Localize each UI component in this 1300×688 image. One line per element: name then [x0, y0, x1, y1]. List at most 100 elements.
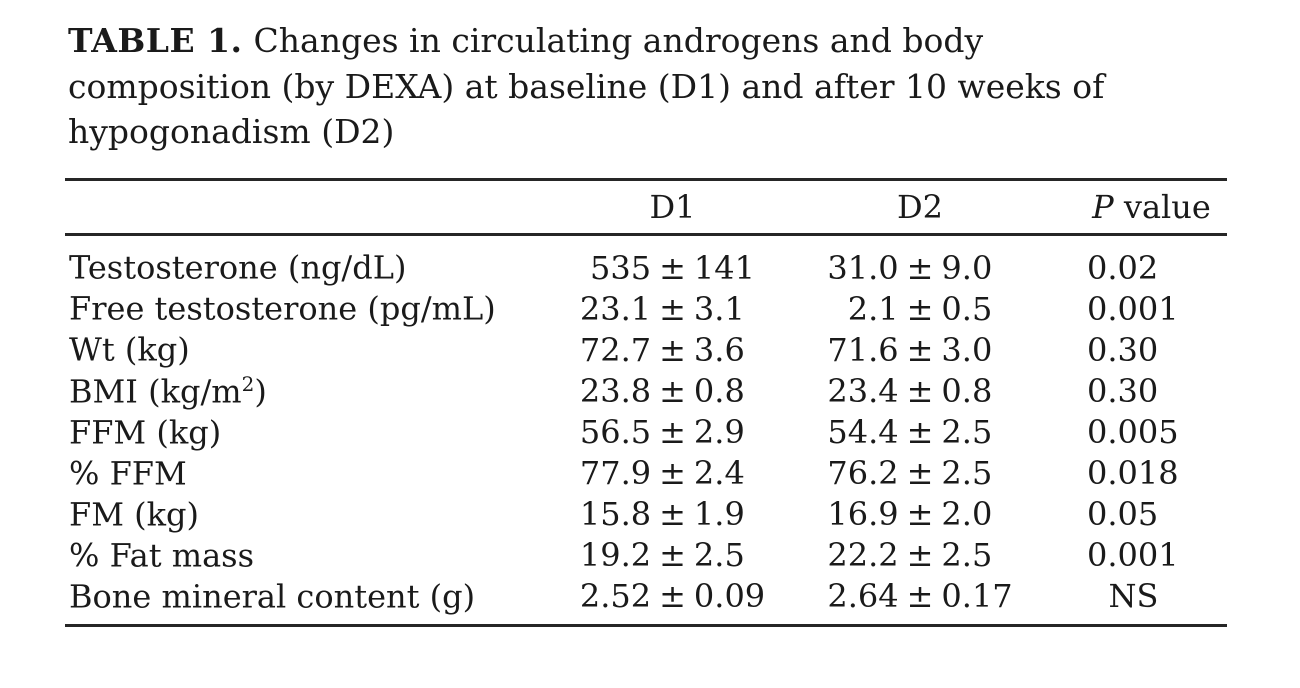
- d1-value: 19.2 ± 2.5: [545, 536, 800, 574]
- p-value: 0.05: [1087, 495, 1159, 534]
- d1-value: 2.52 ± 0.09: [545, 577, 800, 615]
- plus-minus-symbol: ±: [906, 371, 934, 410]
- d2-sd: 0.8: [941, 371, 993, 410]
- row-label: Testosterone (ng/dL): [69, 248, 407, 287]
- table-row: Free testosterone (pg/mL) 23.1 ± 3.1 2.1…: [65, 288, 1227, 329]
- p-value: 0.001: [1087, 289, 1179, 328]
- row-label: FFM (kg): [69, 413, 222, 452]
- row-label: FM (kg): [69, 495, 199, 534]
- column-header-d1: D1: [649, 188, 696, 226]
- d2-sd: 3.0: [941, 330, 993, 369]
- plus-minus-symbol: ±: [906, 248, 934, 287]
- row-label: Free testosterone (pg/mL): [69, 289, 496, 328]
- plus-minus-symbol: ±: [659, 371, 686, 410]
- table-header-row: D1 D2 P value: [65, 181, 1227, 236]
- d1-mean: 23.8: [579, 371, 652, 410]
- caption-text-1: Changes in circulating androgens and bod…: [253, 21, 984, 60]
- plus-minus-symbol: ±: [906, 495, 934, 534]
- d1-value: 72.7 ± 3.6: [545, 331, 800, 369]
- d2-mean: 71.6: [827, 330, 899, 369]
- plus-minus-symbol: ±: [906, 454, 934, 493]
- d2-sd: 2.5: [941, 536, 993, 575]
- p-value-cell: 0.018: [1040, 454, 1227, 492]
- d1-sd: 0.09: [693, 577, 766, 616]
- p-value: 0.001: [1087, 536, 1179, 575]
- d2-value: 71.6 ± 3.0: [800, 331, 1040, 369]
- plus-minus-symbol: ±: [659, 248, 686, 287]
- d2-sd: 2.5: [941, 454, 993, 493]
- table-caption: TABLE 1. Changes in circulating androgens…: [68, 18, 1248, 155]
- d1-sd: 2.9: [693, 412, 745, 451]
- table-row: Bone mineral content (g) 2.52 ± 0.09 2.6…: [65, 576, 1227, 617]
- d2-sd: 0.17: [941, 577, 1013, 616]
- caption-label: TABLE 1.: [68, 21, 243, 60]
- caption-line-2: composition (by DEXA) at baseline (D1) a…: [68, 66, 1105, 106]
- caption-line-3: hypogonadism (D2): [68, 112, 395, 151]
- row-label: Bone mineral content (g): [69, 577, 476, 616]
- plus-minus-symbol: ±: [906, 289, 934, 328]
- d2-sd: 0.5: [941, 289, 993, 328]
- plus-minus-symbol: ±: [659, 454, 686, 493]
- row-label-superscript: 2: [241, 371, 255, 396]
- d1-sd: 2.4: [693, 454, 745, 493]
- plus-minus-symbol: ±: [659, 330, 686, 369]
- d1-sd: 1.9: [693, 495, 745, 534]
- p-value-cell: 0.005: [1040, 413, 1227, 451]
- d1-value: 23.8 ± 0.8: [545, 372, 800, 410]
- table-row: Wt (kg) 72.7 ± 3.6 71.6 ± 3.0 0.30: [65, 329, 1227, 370]
- d2-mean: 2.64: [827, 577, 899, 616]
- data-table: D1 D2 P value Testosterone (ng/dL) 535 ±…: [65, 178, 1227, 627]
- d2-mean: 2.1: [847, 289, 899, 328]
- d2-mean: 54.4: [827, 412, 899, 451]
- row-label: % FFM: [69, 454, 187, 493]
- d2-sd: 2.0: [941, 495, 993, 534]
- p-value-cell: 0.30: [1040, 372, 1227, 410]
- plus-minus-symbol: ±: [906, 330, 934, 369]
- d1-value: 535 ± 141: [545, 249, 800, 287]
- p-value: NS: [1108, 577, 1159, 616]
- pvalue-rest: value: [1113, 188, 1211, 226]
- p-value-cell: 0.001: [1040, 536, 1227, 574]
- plus-minus-symbol: ±: [906, 536, 934, 575]
- d2-value: 54.4 ± 2.5: [800, 413, 1040, 451]
- d2-sd: 9.0: [941, 248, 993, 287]
- p-value: 0.005: [1087, 412, 1179, 451]
- table-row: % FFM 77.9 ± 2.4 76.2 ± 2.5 0.018: [65, 452, 1227, 493]
- d2-value: 23.4 ± 0.8: [800, 372, 1040, 410]
- row-label: BMI (kg/m2): [69, 371, 267, 411]
- d1-value: 23.1 ± 3.1: [545, 290, 800, 328]
- table-body: Testosterone (ng/dL) 535 ± 141 31.0 ± 9.…: [65, 236, 1227, 624]
- plus-minus-symbol: ±: [659, 536, 686, 575]
- d1-mean: 77.9: [579, 454, 652, 493]
- d2-mean: 22.2: [827, 536, 899, 575]
- d1-mean: 2.52: [579, 577, 652, 616]
- d1-value: 56.5 ± 2.9: [545, 413, 800, 451]
- p-value-cell: 0.001: [1040, 290, 1227, 328]
- plus-minus-symbol: ±: [659, 412, 686, 451]
- p-value: 0.30: [1087, 330, 1159, 369]
- d2-value: 22.2 ± 2.5: [800, 536, 1040, 574]
- p-value: 0.02: [1087, 248, 1159, 287]
- d2-value: 2.1 ± 0.5: [800, 290, 1040, 328]
- table-row: Testosterone (ng/dL) 535 ± 141 31.0 ± 9.…: [65, 247, 1227, 288]
- d2-mean: 76.2: [827, 454, 899, 493]
- d2-value: 16.9 ± 2.0: [800, 495, 1040, 533]
- caption-line-1: TABLE 1. Changes in circulating androgens…: [68, 18, 1248, 64]
- p-value-cell: 0.05: [1040, 495, 1227, 533]
- d2-sd: 2.5: [941, 412, 993, 451]
- d1-sd: 3.6: [693, 330, 745, 369]
- column-header-d2: D2: [896, 188, 943, 226]
- row-label: Wt (kg): [69, 331, 190, 370]
- column-header-pvalue: P value: [1058, 188, 1245, 226]
- d1-sd: 3.1: [693, 289, 745, 328]
- d2-value: 76.2 ± 2.5: [800, 454, 1040, 492]
- p-value-cell: 0.30: [1040, 331, 1227, 369]
- plus-minus-symbol: ±: [659, 495, 686, 534]
- plus-minus-symbol: ±: [906, 412, 934, 451]
- table-row: FFM (kg) 56.5 ± 2.9 54.4 ± 2.5 0.005: [65, 411, 1227, 452]
- d1-mean: 19.2: [579, 536, 652, 575]
- d2-value: 2.64 ± 0.17: [800, 577, 1040, 615]
- d2-mean: 23.4: [827, 371, 899, 410]
- p-value-cell: 0.02: [1040, 249, 1227, 287]
